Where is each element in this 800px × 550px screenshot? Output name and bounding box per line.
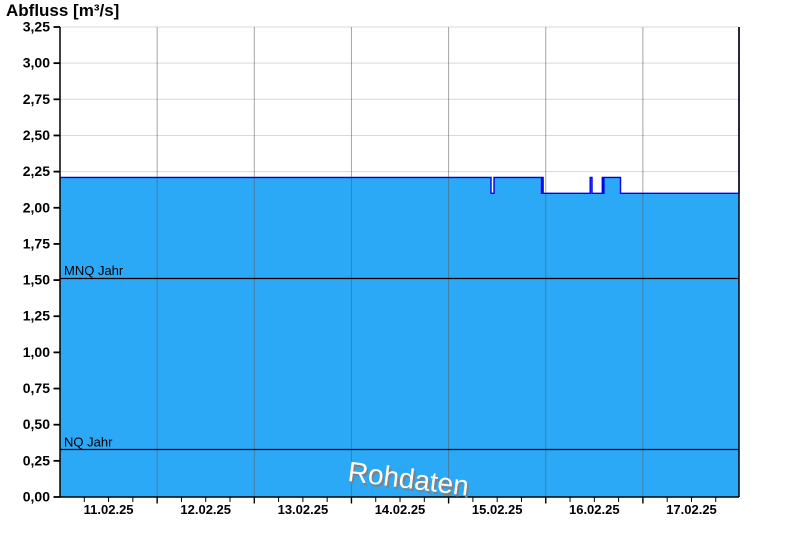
svg-text:0,00: 0,00 (23, 489, 50, 505)
svg-text:17.02.25: 17.02.25 (666, 502, 717, 517)
svg-text:1,50: 1,50 (23, 272, 50, 288)
svg-text:NQ Jahr: NQ Jahr (64, 435, 113, 450)
svg-text:11.02.25: 11.02.25 (84, 502, 134, 517)
svg-text:16.02.25: 16.02.25 (569, 502, 620, 517)
svg-text:Abfluss [m³/s]: Abfluss [m³/s] (6, 1, 119, 20)
svg-text:0,75: 0,75 (23, 380, 50, 396)
svg-text:MNQ Jahr: MNQ Jahr (64, 263, 124, 278)
svg-text:14.02.25: 14.02.25 (375, 502, 426, 517)
svg-text:12.02.25: 12.02.25 (180, 502, 231, 517)
svg-text:3,00: 3,00 (23, 55, 50, 71)
svg-text:0,25: 0,25 (23, 452, 50, 468)
svg-text:1,25: 1,25 (23, 308, 50, 324)
svg-text:1,75: 1,75 (23, 235, 50, 251)
svg-text:13.02.25: 13.02.25 (278, 502, 329, 517)
svg-text:1,00: 1,00 (23, 344, 50, 360)
svg-text:15.02.25: 15.02.25 (472, 502, 523, 517)
svg-text:2,25: 2,25 (23, 163, 50, 179)
svg-text:3,25: 3,25 (23, 19, 50, 35)
svg-text:0,50: 0,50 (23, 416, 50, 432)
svg-text:2,75: 2,75 (23, 91, 50, 107)
svg-text:2,00: 2,00 (23, 199, 50, 215)
svg-text:2,50: 2,50 (23, 127, 50, 143)
